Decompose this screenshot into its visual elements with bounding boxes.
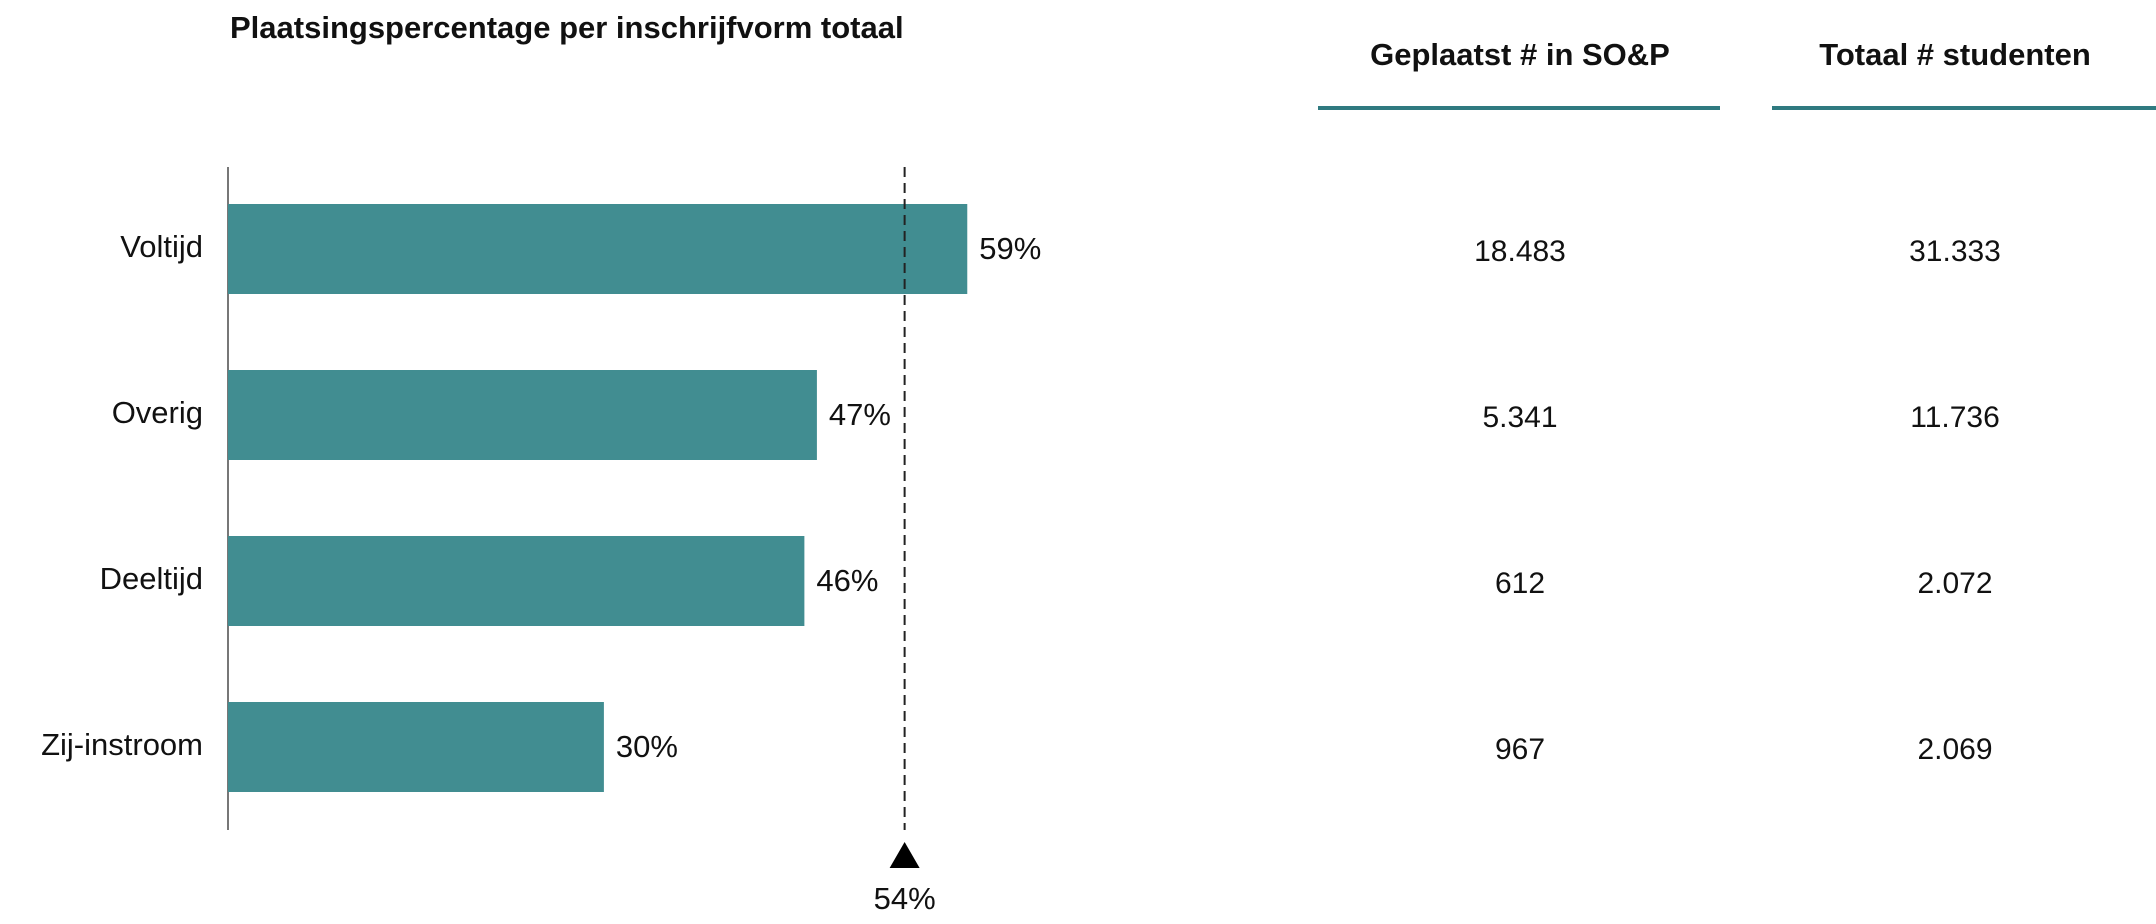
value-label: 30%: [616, 729, 678, 764]
column-header: Geplaatst # in SO&P: [1370, 37, 1670, 72]
table-cell: 2.069: [1917, 733, 1992, 766]
bar: [228, 536, 805, 626]
table-cell: 18.483: [1474, 235, 1566, 268]
category-label: Zij-instroom: [41, 727, 203, 762]
chart-title: Plaatsingspercentage per inschrijfvorm t…: [230, 10, 904, 45]
bar: [228, 702, 604, 792]
column-header: Totaal # studenten: [1819, 37, 2091, 72]
table-cell: 11.736: [1910, 401, 2000, 434]
bar: [228, 204, 968, 294]
value-label: 46%: [816, 563, 878, 598]
table-cell: 31.333: [1909, 235, 2001, 268]
table-cell: 612: [1495, 567, 1545, 600]
bar: [228, 370, 817, 460]
table-cell: 5.341: [1482, 401, 1557, 434]
value-label: 59%: [979, 231, 1041, 266]
reference-marker: [889, 842, 920, 868]
category-label: Deeltijd: [100, 561, 203, 596]
value-label: 47%: [829, 397, 891, 432]
reference-label: 54%: [874, 881, 936, 916]
category-label: Overig: [112, 395, 203, 430]
table-cell: 2.072: [1917, 567, 1992, 600]
category-label: Voltijd: [120, 229, 203, 264]
table-cell: 967: [1495, 733, 1545, 766]
